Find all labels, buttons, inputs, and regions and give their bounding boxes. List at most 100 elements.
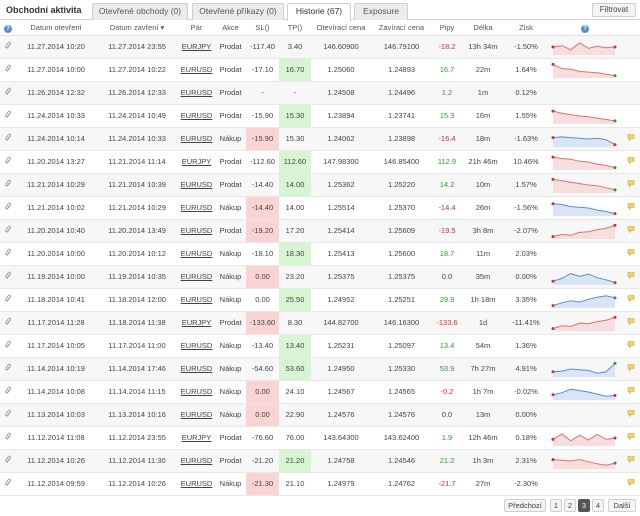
- col-open-price[interactable]: Otevírací cena: [311, 21, 371, 36]
- comment-icon[interactable]: [627, 156, 635, 165]
- page-button[interactable]: 2: [564, 499, 576, 512]
- pair-value[interactable]: EURJPY: [181, 42, 212, 51]
- pair-value[interactable]: EURUSD: [180, 134, 213, 143]
- table-row[interactable]: 11.27.2014 10:00 11.27.2014 10:22 EURUSD Pr…: [0, 58, 640, 82]
- comment-icon[interactable]: [627, 432, 635, 441]
- chart-help-icon[interactable]: ?: [581, 24, 589, 33]
- col-sl[interactable]: SL(): [246, 21, 279, 36]
- table-row[interactable]: 11.14.2014 10:08 11.14.2014 11:15 EURUSD Ná…: [0, 380, 640, 404]
- comment-icon[interactable]: [627, 271, 635, 280]
- comment-icon[interactable]: [627, 363, 635, 372]
- comment-icon[interactable]: [627, 409, 635, 418]
- paperclip-icon[interactable]: [4, 110, 12, 119]
- col-open-date[interactable]: Datum otevření: [16, 21, 96, 36]
- paperclip-icon[interactable]: [4, 248, 12, 257]
- prev-page-button[interactable]: Předchozí: [504, 499, 546, 512]
- pair-value[interactable]: EURUSD: [180, 180, 213, 189]
- paperclip-icon[interactable]: [4, 294, 12, 303]
- pair-value[interactable]: EURUSD: [180, 456, 213, 465]
- paperclip-icon[interactable]: [4, 271, 12, 280]
- pair-value[interactable]: EURUSD: [180, 364, 213, 373]
- comment-icon[interactable]: [627, 179, 635, 188]
- table-row[interactable]: 11.14.2014 10:19 11.14.2014 17:46 EURUSD Ná…: [0, 357, 640, 381]
- page-button[interactable]: 4: [592, 499, 604, 512]
- table-row[interactable]: 11.26.2014 12:32 11.26.2014 12:33 EURUSD Pr…: [0, 81, 640, 105]
- paperclip-icon[interactable]: [4, 87, 12, 96]
- pair-value[interactable]: EURUSD: [180, 295, 213, 304]
- paperclip-icon[interactable]: [4, 202, 12, 211]
- col-close-date[interactable]: Datum zavření ▾: [96, 21, 178, 36]
- table-row[interactable]: 11.17.2014 11:28 11.18.2014 11:38 EURJPY Pr…: [0, 311, 640, 335]
- pair-value[interactable]: EURUSD: [180, 65, 213, 74]
- table-row[interactable]: 11.17.2014 10:05 11.17.2014 11:00 EURUSD Ná…: [0, 334, 640, 358]
- paperclip-icon[interactable]: [4, 432, 12, 441]
- page-button-current[interactable]: 3: [578, 499, 590, 512]
- tab-open-trades[interactable]: Otevřené obchody (0): [92, 3, 188, 20]
- page-button[interactable]: 1: [550, 499, 562, 512]
- tab-open-orders[interactable]: Otevřené příkazy (0): [192, 3, 284, 20]
- paperclip-icon[interactable]: [4, 156, 12, 165]
- pair-value[interactable]: EURUSD: [180, 410, 213, 419]
- col-pair[interactable]: Pár: [178, 21, 215, 36]
- comment-icon[interactable]: [627, 225, 635, 234]
- paperclip-icon[interactable]: [4, 455, 12, 464]
- pair-value[interactable]: EURUSD: [180, 479, 213, 488]
- table-row[interactable]: 11.24.2014 10:14 11.24.2014 10:33 EURUSD Ná…: [0, 127, 640, 151]
- pair-value[interactable]: EURUSD: [180, 88, 213, 97]
- col-pips[interactable]: Pipy: [432, 21, 462, 36]
- table-row[interactable]: 11.13.2014 10:03 11.13.2014 10:16 EURUSD Ná…: [0, 403, 640, 427]
- paperclip-icon[interactable]: [4, 133, 12, 142]
- table-row[interactable]: 11.12.2014 10:26 11.12.2014 11:30 EURUSD Pr…: [0, 449, 640, 473]
- pair-value[interactable]: EURUSD: [180, 341, 213, 350]
- pair-value[interactable]: EURUSD: [180, 387, 213, 396]
- col-action[interactable]: Akce: [215, 21, 246, 36]
- table-row[interactable]: 11.18.2014 10:41 11.18.2014 12:00 EURUSD Ná…: [0, 288, 640, 312]
- paperclip-icon[interactable]: [4, 409, 12, 418]
- pair-value[interactable]: EURUSD: [180, 272, 213, 281]
- comment-icon[interactable]: [627, 248, 635, 257]
- table-row[interactable]: 11.20.2014 10:40 11.20.2014 13:49 EURUSD Pr…: [0, 219, 640, 243]
- table-row[interactable]: 11.12.2014 09:59 11.12.2014 10:26 EURUSD Ná…: [0, 472, 640, 496]
- comment-icon[interactable]: [627, 317, 635, 326]
- table-row[interactable]: 11.21.2014 10:02 11.21.2014 10:29 EURUSD Ná…: [0, 196, 640, 220]
- paperclip-icon[interactable]: [4, 478, 12, 487]
- col-close-price[interactable]: Zavírací cena: [371, 21, 432, 36]
- paperclip-icon[interactable]: [4, 317, 12, 326]
- col-profit[interactable]: Zisk: [504, 21, 548, 36]
- tab-exposure[interactable]: Exposure: [354, 3, 408, 20]
- comment-icon[interactable]: [627, 478, 635, 487]
- table-row[interactable]: 11.19.2014 10:00 11.19.2014 10:35 EURUSD Ná…: [0, 265, 640, 289]
- pair-value[interactable]: EURUSD: [180, 111, 213, 120]
- table-row[interactable]: 11.24.2014 10:33 11.24.2014 10:49 EURUSD Pr…: [0, 104, 640, 128]
- comment-icon[interactable]: [627, 455, 635, 464]
- pair-value[interactable]: EURJPY: [181, 318, 212, 327]
- paperclip-icon[interactable]: [4, 179, 12, 188]
- help-header[interactable]: ?: [0, 21, 16, 36]
- col-duration[interactable]: Délka: [462, 21, 504, 36]
- tab-history[interactable]: Historie (67): [287, 3, 351, 21]
- next-page-button[interactable]: Další: [608, 499, 636, 512]
- paperclip-icon[interactable]: [4, 386, 12, 395]
- col-tp[interactable]: TP(): [279, 21, 311, 36]
- filter-button[interactable]: Filtrovat: [592, 3, 636, 17]
- paperclip-icon[interactable]: [4, 64, 12, 73]
- paperclip-icon[interactable]: [4, 340, 12, 349]
- table-row[interactable]: 11.27.2014 10:20 11.27.2014 23:55 EURJPY Pr…: [0, 35, 640, 59]
- paperclip-icon[interactable]: [4, 363, 12, 372]
- paperclip-icon[interactable]: [4, 225, 12, 234]
- comment-icon[interactable]: [627, 340, 635, 349]
- table-row[interactable]: 11.20.2014 13:27 11.21.2014 11:14 EURJPY Pr…: [0, 150, 640, 174]
- help-icon[interactable]: ?: [4, 24, 12, 33]
- table-row[interactable]: 11.21.2014 10:29 11.21.2014 10:39 EURUSD Pr…: [0, 173, 640, 197]
- pair-value[interactable]: EURUSD: [180, 249, 213, 258]
- comment-icon[interactable]: [627, 202, 635, 211]
- pair-value[interactable]: EURUSD: [180, 226, 213, 235]
- pair-value[interactable]: EURUSD: [180, 203, 213, 212]
- table-row[interactable]: 11.20.2014 10:00 11.20.2014 10:12 EURUSD Ná…: [0, 242, 640, 266]
- pair-value[interactable]: EURJPY: [181, 157, 212, 166]
- table-row[interactable]: 11.12.2014 11:08 11.12.2014 23:55 EURJPY Pr…: [0, 426, 640, 450]
- comment-icon[interactable]: [627, 386, 635, 395]
- pair-value[interactable]: EURJPY: [181, 433, 212, 442]
- paperclip-icon[interactable]: [4, 41, 12, 50]
- comment-icon[interactable]: [627, 133, 635, 142]
